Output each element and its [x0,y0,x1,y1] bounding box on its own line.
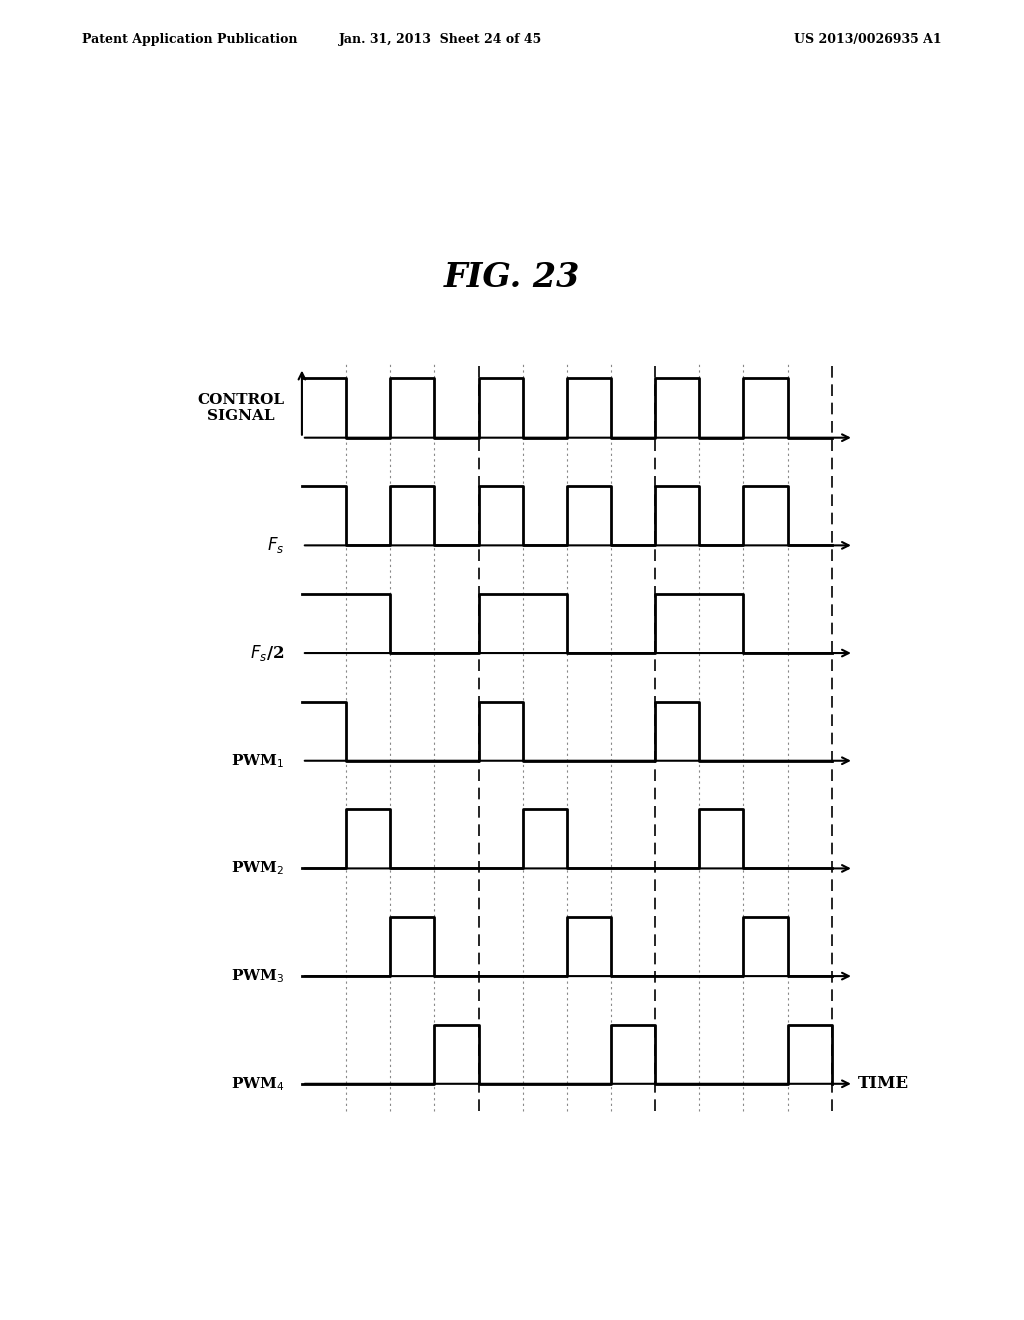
Text: Jan. 31, 2013  Sheet 24 of 45: Jan. 31, 2013 Sheet 24 of 45 [339,33,542,46]
Text: US 2013/0026935 A1: US 2013/0026935 A1 [795,33,942,46]
Text: CONTROL
SIGNAL: CONTROL SIGNAL [198,393,285,424]
Text: PWM$_1$: PWM$_1$ [231,752,285,770]
Text: PWM$_2$: PWM$_2$ [231,859,285,878]
Text: PWM$_4$: PWM$_4$ [230,1074,285,1093]
Text: PWM$_3$: PWM$_3$ [230,968,285,985]
Text: $F_s$/2: $F_s$/2 [250,643,285,663]
Text: Patent Application Publication: Patent Application Publication [82,33,297,46]
Text: TIME: TIME [858,1076,909,1092]
Text: FIG. 23: FIG. 23 [443,261,581,294]
Text: $F_s$: $F_s$ [267,536,285,556]
